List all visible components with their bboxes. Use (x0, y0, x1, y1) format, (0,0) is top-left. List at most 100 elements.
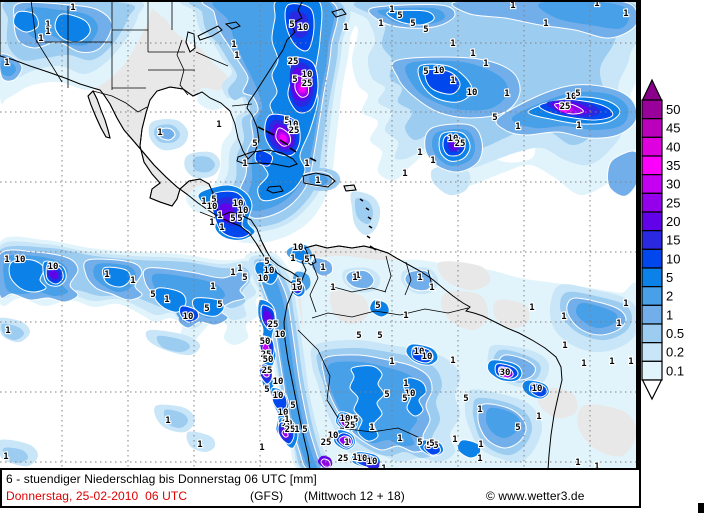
contour-label: 1 (628, 357, 633, 367)
contour-label: 25 (560, 102, 571, 112)
contour-label: 1 (477, 405, 482, 415)
contour-label: 5 (211, 195, 216, 205)
contour-label: 1 (609, 357, 614, 367)
map-frame (0, 0, 641, 470)
contour-label: 10 (258, 274, 269, 284)
contour-label: 10 (566, 92, 577, 102)
contour-label: 1 (315, 176, 320, 186)
contour-label: 1 (210, 282, 215, 292)
contour-label: 1 (515, 122, 520, 132)
contour-label: 5 (575, 89, 580, 99)
color-scale-label: 40 (666, 139, 680, 154)
contour-label: 5 (492, 113, 497, 123)
contour-label: 10 (434, 66, 445, 76)
contour-label: 1 (259, 443, 264, 453)
contour-label: 1 (352, 273, 357, 283)
contour-label: 30 (500, 368, 511, 378)
contour-label: 1 (429, 283, 434, 293)
contour-label: 25 (261, 350, 272, 360)
contour-label: 1 (378, 19, 383, 29)
contour-label: 1 (417, 273, 422, 283)
contour-label: 1 (529, 303, 534, 313)
contour-label: 10 (340, 414, 351, 424)
contour-label: 5 (292, 75, 297, 85)
contour-label: 5 (296, 278, 301, 288)
contour-label: 10 (298, 23, 309, 33)
contour-label: 10 (183, 312, 194, 322)
color-scale-label: 30 (666, 177, 680, 192)
contour-label: 1 (478, 440, 483, 450)
contour-label: 25 (345, 421, 356, 431)
color-scale-boxes: 50 45 40 35 30 25 20 15 10 5 2 1 0.5 0.2 0.1 (641, 78, 684, 401)
contour-label: 1 (231, 40, 236, 50)
color-scale-label: 5 (666, 270, 673, 285)
contour-label: 10 (422, 352, 433, 362)
contour-label: 1 (450, 356, 455, 366)
coastline-layer (0, 0, 563, 470)
contour-label: 1 (352, 453, 357, 463)
info-box: 6 - stuendiger Niederschlag bis Donnerst… (0, 468, 641, 508)
contour-label: 10 (357, 454, 368, 464)
color-scale-label: 35 (666, 158, 680, 173)
contour-label: 1 (389, 357, 394, 367)
contour-label: 1 (209, 218, 214, 228)
contour-label: 1 (397, 434, 402, 444)
contour-label: 1 (242, 159, 247, 169)
color-scale-label: 25 (666, 195, 680, 210)
model-name: (GFS) (250, 489, 284, 503)
contour-label: 1 (330, 283, 335, 293)
contour-label: 25 (262, 366, 273, 376)
contour-label: 1 (294, 425, 299, 435)
contour-label: 1 (104, 270, 109, 280)
contour-label: 10 (532, 384, 543, 394)
contour-label: 5 (284, 116, 289, 126)
contour-label: 10 (293, 243, 304, 253)
color-scale-label: 20 (666, 214, 680, 229)
contour-label: 10 (328, 431, 339, 441)
contour-label: 10 (273, 377, 284, 387)
contour-label: 1 (304, 159, 309, 169)
color-scale: 50 45 40 35 30 25 20 15 10 5 2 1 0.5 0.2 0.1 (641, 78, 684, 401)
contour-label: 10 (467, 88, 478, 98)
contour-label: 1 (452, 435, 457, 445)
contour-label: 5 (302, 425, 307, 435)
precipitation-layer (0, 0, 641, 470)
model-run: (Mittwoch 12 + 18) (304, 489, 405, 503)
contour-label: 1 (45, 27, 50, 37)
contour-label: 1 (616, 319, 621, 329)
contour-label: 5 (423, 67, 428, 77)
contour-label: 1 (417, 148, 422, 158)
contour-label: 5 (515, 423, 520, 433)
color-scale-label: 0.1 (666, 363, 684, 378)
contour-label: 1 (343, 23, 348, 33)
color-scale-label: 1 (666, 307, 673, 322)
contour-label: 1 (403, 311, 408, 321)
contour-label: 1 (561, 312, 566, 322)
contour-label: 1 (45, 20, 50, 30)
contour-label: 50 (263, 355, 274, 365)
color-scale-label: 45 (666, 121, 680, 136)
color-scale-label: 2 (666, 289, 673, 304)
contour-label: 1 (581, 359, 586, 369)
contour-label: 10 (275, 330, 286, 340)
contour-label: 25 (268, 320, 279, 330)
contour-label: 10 (292, 283, 303, 293)
contour-label: 10 (207, 202, 218, 212)
contour-label: 5 (217, 300, 222, 310)
contour-label: 10 (302, 70, 313, 80)
contour-label: 5 (463, 394, 468, 404)
contour-label: 1 (4, 255, 9, 265)
contour-label: 5 (290, 401, 295, 411)
contour-label: 1 (165, 416, 170, 426)
contour-label: 1 (504, 89, 509, 99)
contour-label: 1 (130, 276, 135, 286)
contour-label: 1 (450, 39, 455, 49)
contour-label: 5 (237, 214, 242, 224)
contour-label: 1 (344, 438, 349, 448)
contour-label: 5 (289, 20, 294, 30)
contour-label: 1 (70, 3, 75, 13)
contour-label: 1 (594, 0, 599, 9)
contour-label: 1 (38, 34, 43, 44)
contour-label: 5 (356, 331, 361, 341)
